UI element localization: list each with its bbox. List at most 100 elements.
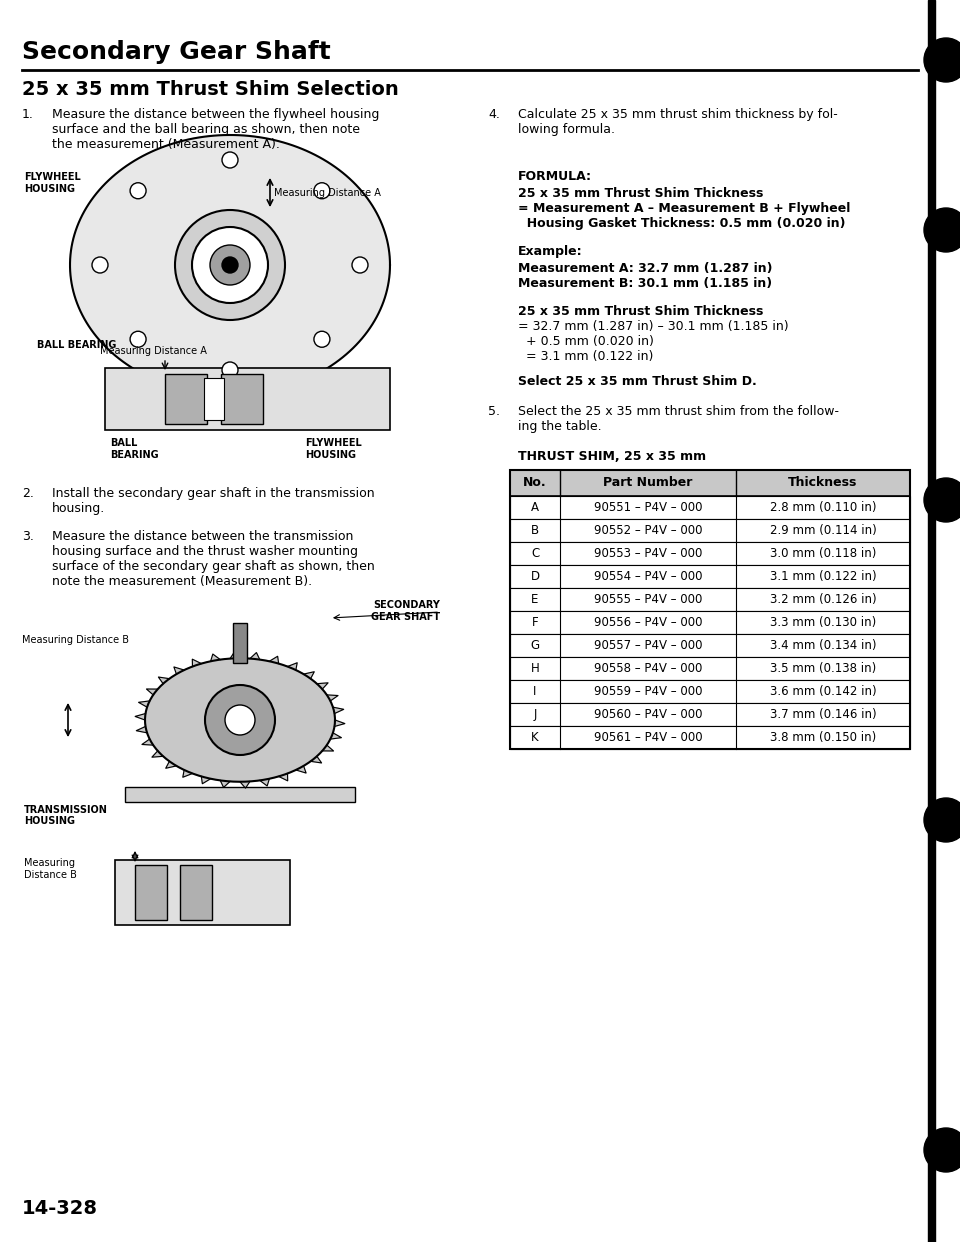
Bar xyxy=(115,859,290,925)
Polygon shape xyxy=(317,683,328,689)
Circle shape xyxy=(130,183,146,199)
Text: F: F xyxy=(532,616,539,628)
Text: 90556 – P4V – 000: 90556 – P4V – 000 xyxy=(593,616,703,628)
Text: Select the 25 x 35 mm thrust shim from the follow-
ing the table.: Select the 25 x 35 mm thrust shim from t… xyxy=(518,405,839,433)
Bar xyxy=(125,786,355,802)
Text: 90560 – P4V – 000: 90560 – P4V – 000 xyxy=(593,708,703,722)
Circle shape xyxy=(314,183,330,199)
Polygon shape xyxy=(182,770,193,777)
Bar xyxy=(510,542,910,565)
Circle shape xyxy=(924,39,960,82)
Text: Install the secondary gear shaft in the transmission
housing.: Install the secondary gear shaft in the … xyxy=(52,487,374,515)
Text: = Measurement A – Measurement B + Flywheel: = Measurement A – Measurement B + Flywhe… xyxy=(518,202,851,215)
Text: 3.2 mm (0.126 in): 3.2 mm (0.126 in) xyxy=(770,592,876,606)
Text: BALL
BEARING: BALL BEARING xyxy=(110,438,158,460)
Polygon shape xyxy=(138,700,150,707)
Text: 90557 – P4V – 000: 90557 – P4V – 000 xyxy=(593,638,703,652)
Text: Measurement B: 30.1 mm (1.185 in): Measurement B: 30.1 mm (1.185 in) xyxy=(518,277,772,289)
Polygon shape xyxy=(152,751,163,758)
Text: Measure the distance between the transmission
housing surface and the thrust was: Measure the distance between the transmi… xyxy=(52,530,374,587)
Text: A: A xyxy=(531,501,539,514)
Text: 25 x 35 mm Thrust Shim Thickness: 25 x 35 mm Thrust Shim Thickness xyxy=(518,306,763,318)
Circle shape xyxy=(222,257,238,273)
Text: 25 x 35 mm Thrust Shim Selection: 25 x 35 mm Thrust Shim Selection xyxy=(22,79,398,99)
Text: + 0.5 mm (0.020 in): + 0.5 mm (0.020 in) xyxy=(518,335,654,348)
Text: 14-328: 14-328 xyxy=(22,1199,98,1218)
Circle shape xyxy=(175,210,285,320)
Text: 3.6 mm (0.142 in): 3.6 mm (0.142 in) xyxy=(770,686,876,698)
Text: 90558 – P4V – 000: 90558 – P4V – 000 xyxy=(594,662,702,674)
Text: Measuring
Distance B: Measuring Distance B xyxy=(24,858,77,879)
Text: 1.: 1. xyxy=(22,108,34,120)
Bar xyxy=(204,378,224,420)
Circle shape xyxy=(924,1128,960,1172)
Text: 3.8 mm (0.150 in): 3.8 mm (0.150 in) xyxy=(770,732,876,744)
Text: BALL BEARING: BALL BEARING xyxy=(37,340,116,350)
Text: Secondary Gear Shaft: Secondary Gear Shaft xyxy=(22,40,331,65)
Bar xyxy=(510,496,910,519)
Circle shape xyxy=(222,152,238,168)
Text: G: G xyxy=(531,638,540,652)
Circle shape xyxy=(314,332,330,348)
Text: 3.7 mm (0.146 in): 3.7 mm (0.146 in) xyxy=(770,708,876,722)
Polygon shape xyxy=(330,733,342,739)
Text: 3.1 mm (0.122 in): 3.1 mm (0.122 in) xyxy=(770,570,876,582)
Polygon shape xyxy=(323,745,333,751)
Text: FORMULA:: FORMULA: xyxy=(518,170,592,183)
Bar xyxy=(510,633,910,657)
Bar xyxy=(510,469,910,749)
Text: 25 x 35 mm Thrust Shim Thickness: 25 x 35 mm Thrust Shim Thickness xyxy=(518,188,763,200)
Text: TRANSMISSION
HOUSING: TRANSMISSION HOUSING xyxy=(24,805,108,826)
Polygon shape xyxy=(240,781,250,789)
Polygon shape xyxy=(334,720,345,727)
Circle shape xyxy=(352,257,368,273)
Polygon shape xyxy=(303,672,314,678)
Polygon shape xyxy=(278,774,288,781)
Polygon shape xyxy=(142,739,154,745)
Bar xyxy=(510,565,910,587)
Circle shape xyxy=(92,257,108,273)
Bar xyxy=(510,703,910,727)
Text: 90555 – P4V – 000: 90555 – P4V – 000 xyxy=(594,592,702,606)
Bar xyxy=(510,657,910,681)
Text: Example:: Example: xyxy=(518,245,583,258)
Circle shape xyxy=(205,686,275,755)
Text: 90559 – P4V – 000: 90559 – P4V – 000 xyxy=(593,686,703,698)
Bar xyxy=(510,519,910,542)
Text: C: C xyxy=(531,546,540,560)
Text: 4.: 4. xyxy=(488,108,500,120)
Text: Measuring Distance A: Measuring Distance A xyxy=(100,347,206,356)
Text: 90553 – P4V – 000: 90553 – P4V – 000 xyxy=(594,546,702,560)
Text: I: I xyxy=(534,686,537,698)
Text: FLYWHEEL
HOUSING: FLYWHEEL HOUSING xyxy=(24,171,81,194)
Circle shape xyxy=(130,332,146,348)
Text: 90561 – P4V – 000: 90561 – P4V – 000 xyxy=(593,732,703,744)
Polygon shape xyxy=(174,667,184,674)
Bar xyxy=(180,864,212,920)
Text: Measuring Distance A: Measuring Distance A xyxy=(274,188,381,197)
Text: 90551 – P4V – 000: 90551 – P4V – 000 xyxy=(593,501,703,514)
Bar xyxy=(105,368,390,430)
Polygon shape xyxy=(70,135,390,395)
Text: 90554 – P4V – 000: 90554 – P4V – 000 xyxy=(593,570,703,582)
Circle shape xyxy=(924,799,960,842)
Text: 2.9 mm (0.114 in): 2.9 mm (0.114 in) xyxy=(770,524,876,537)
Polygon shape xyxy=(136,727,147,733)
Polygon shape xyxy=(311,756,322,763)
Polygon shape xyxy=(192,660,202,667)
Polygon shape xyxy=(326,694,338,700)
Polygon shape xyxy=(270,656,278,663)
Bar xyxy=(135,864,167,920)
Polygon shape xyxy=(210,655,220,661)
Circle shape xyxy=(222,361,238,378)
Text: Select 25 x 35 mm Thrust Shim D.: Select 25 x 35 mm Thrust Shim D. xyxy=(518,375,756,388)
Text: H: H xyxy=(531,662,540,674)
Text: D: D xyxy=(531,570,540,582)
Text: Measurement A: 32.7 mm (1.287 in): Measurement A: 32.7 mm (1.287 in) xyxy=(518,262,773,274)
Text: Housing Gasket Thickness: 0.5 mm (0.020 in): Housing Gasket Thickness: 0.5 mm (0.020 … xyxy=(518,217,846,230)
Text: Calculate 25 x 35 mm thrust shim thickness by fol-
lowing formula.: Calculate 25 x 35 mm thrust shim thickne… xyxy=(518,108,838,137)
Polygon shape xyxy=(287,663,298,669)
Bar xyxy=(510,469,910,496)
Bar xyxy=(510,727,910,749)
Text: THRUST SHIM, 25 x 35 mm: THRUST SHIM, 25 x 35 mm xyxy=(518,450,707,463)
